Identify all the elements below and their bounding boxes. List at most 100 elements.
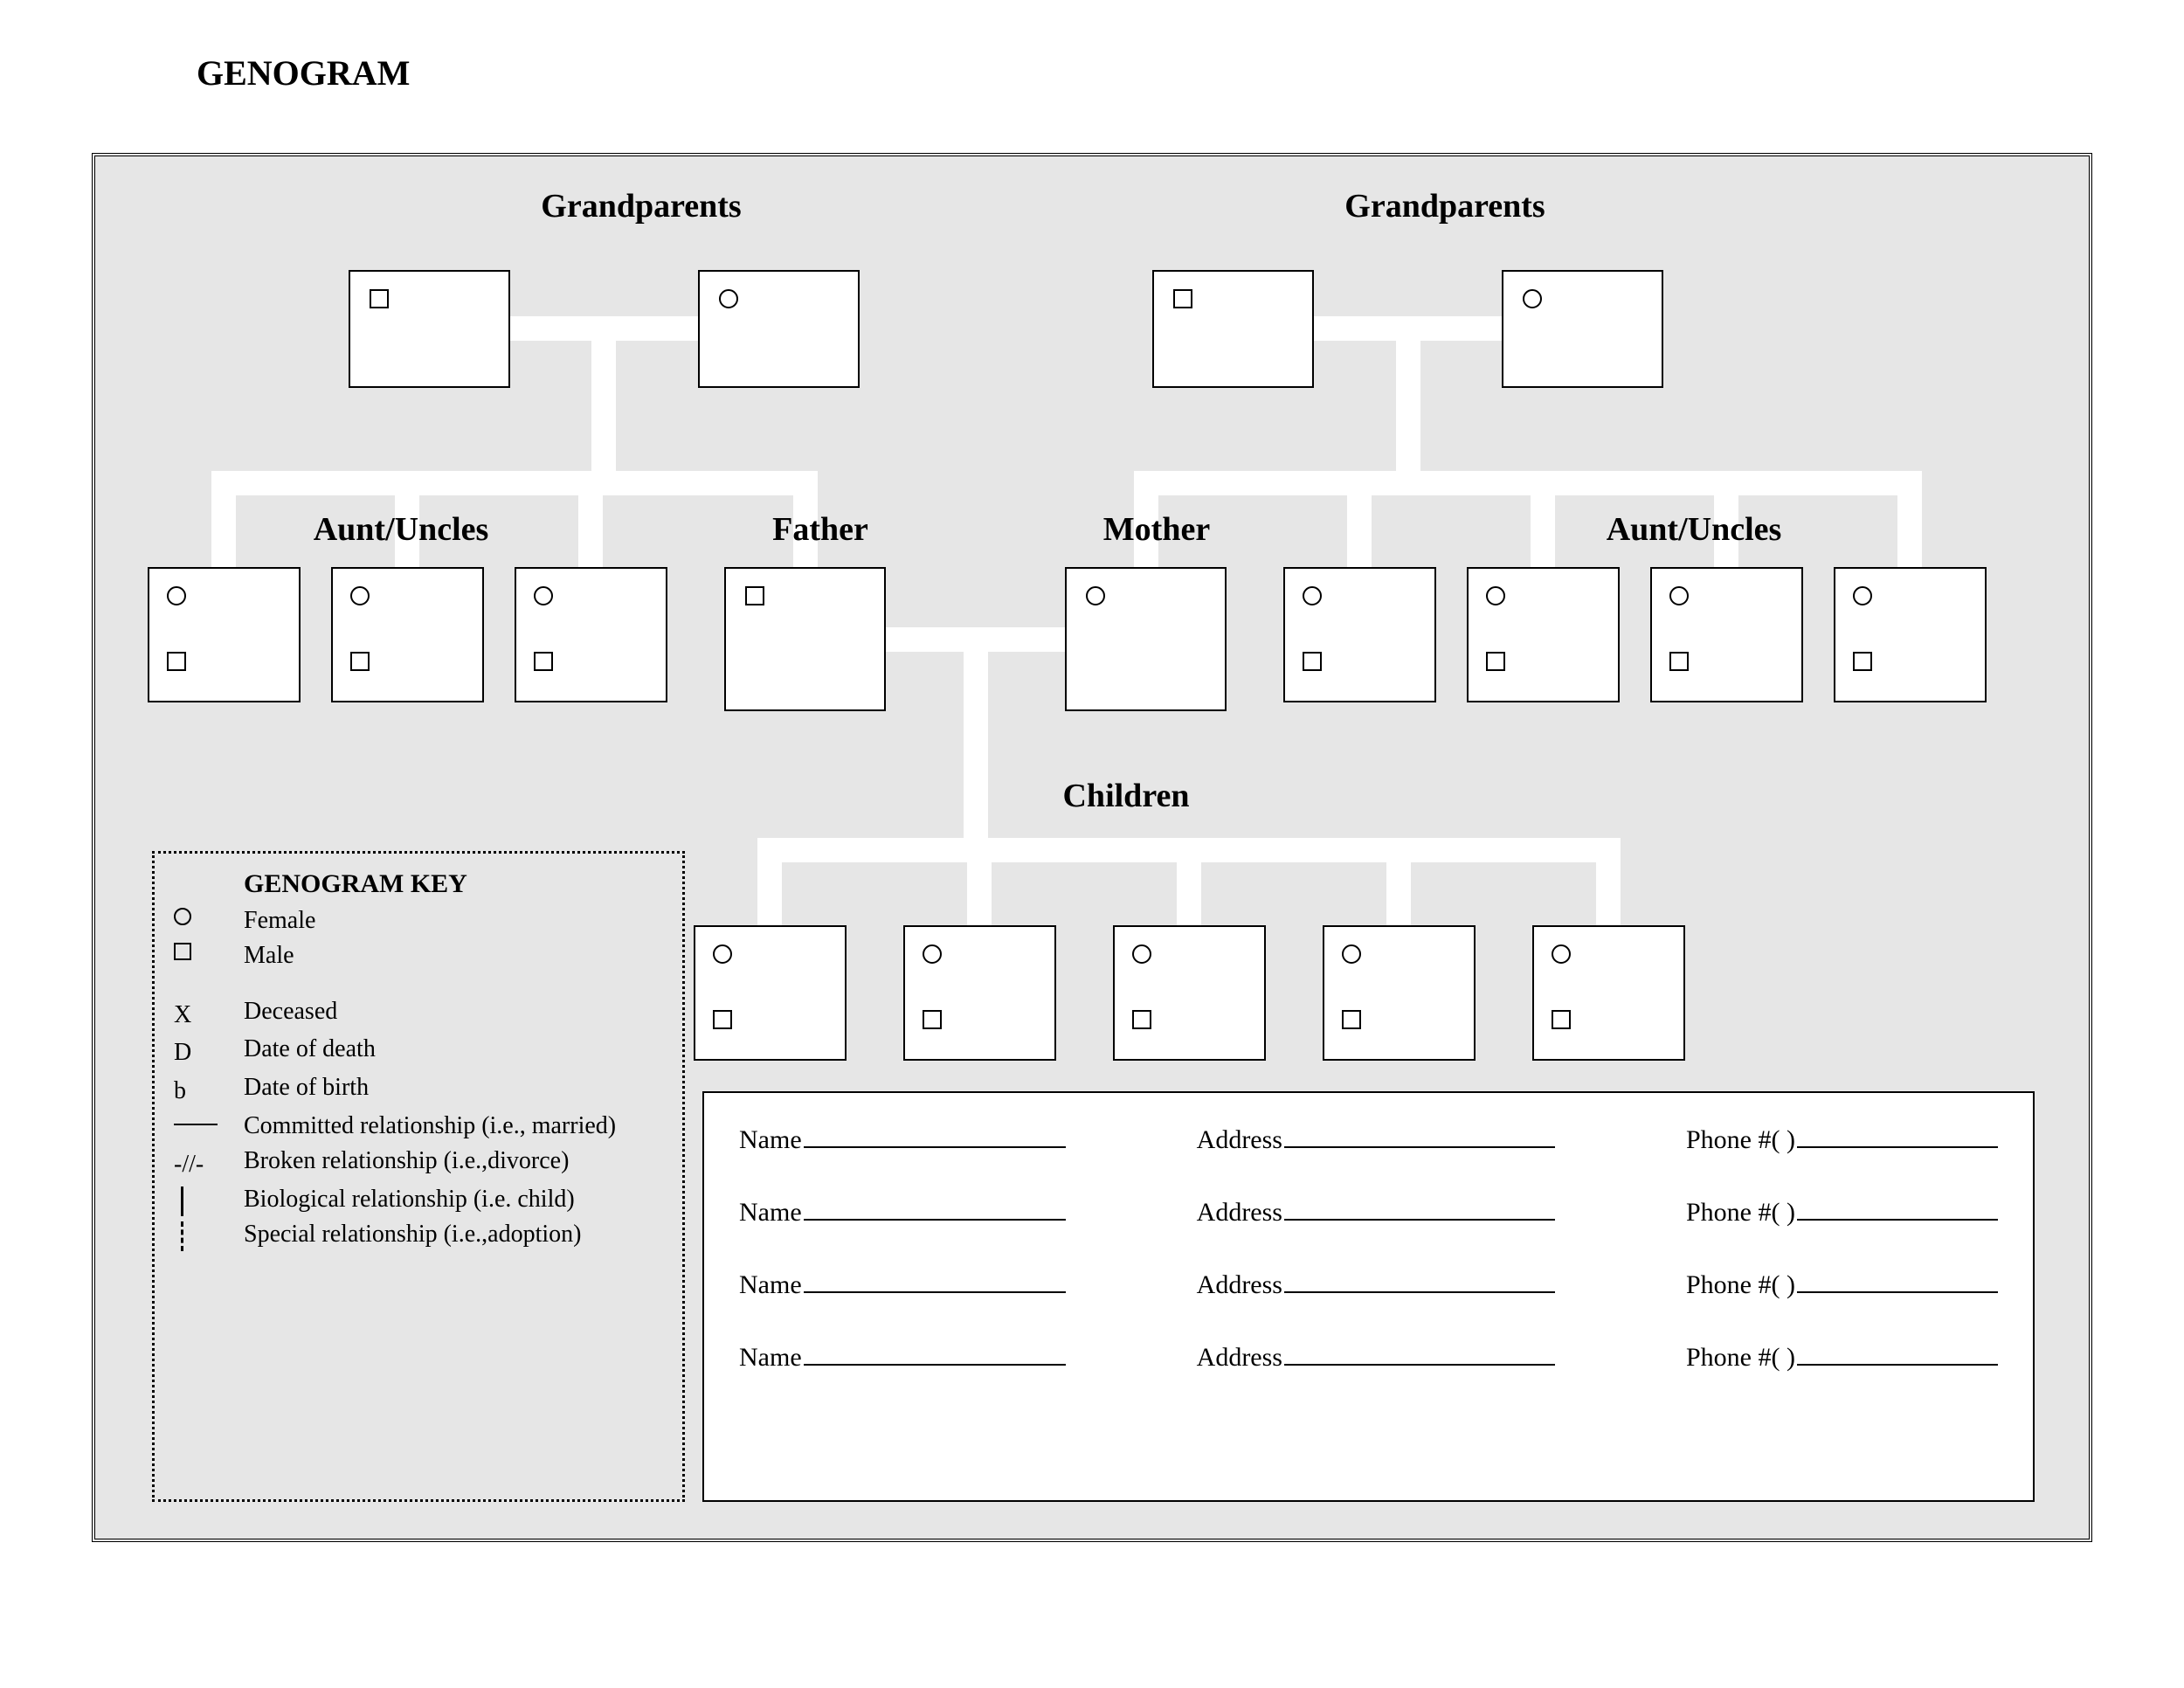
person-box-au_r3 [1650,567,1803,702]
person-box-ch4 [1323,925,1476,1061]
square-icon [923,1010,942,1029]
hline-icon [174,1124,218,1125]
field-phone: Phone #( ) [1686,1264,1998,1300]
circle-icon [923,944,942,964]
connector [591,316,616,495]
square-icon [534,652,553,671]
contact-info-box: Name Address Phone #( ) Name Address Phone #(… [702,1091,2035,1502]
square-icon [167,652,186,671]
person-box-ch3 [1113,925,1266,1061]
genogram-key: GENOGRAM KEY FemaleMale XDeceasedDDate of … [152,851,685,1502]
blank-line[interactable] [1797,1119,1998,1148]
blank-line[interactable] [804,1337,1066,1366]
field-name: Name [739,1337,1066,1373]
field-label: Name [739,1343,802,1373]
circle-icon [1523,289,1542,308]
contact-row: NameAddressPhone #( ) [739,1337,1998,1373]
blank-line[interactable] [1797,1264,1998,1293]
key-title: GENOGRAM KEY [244,869,663,899]
key-row: Male [174,939,663,972]
blank-line[interactable] [1284,1119,1555,1148]
connector [1596,838,1621,925]
contact-row: Name Address Phone #( ) [739,1264,1998,1300]
key-text: Biological relationship (i.e. child) [244,1183,663,1216]
person-box-gp_right_f [1502,270,1663,388]
square-icon [1173,289,1192,308]
connector [964,627,988,862]
square-icon [1303,652,1322,671]
key-symbol-char: D [174,1033,244,1069]
field-address: Address [1197,1119,1555,1155]
key-row: Special relationship (i.e.,adoption) [174,1218,663,1251]
key-row: Female [174,904,663,937]
circle-icon [719,289,738,308]
section-label-father: Father [772,510,868,549]
key-text: Date of birth [244,1071,663,1104]
square-icon [745,586,764,605]
circle-icon [534,586,553,605]
field-address: Address [1197,1264,1555,1300]
person-box-gp_left_f [698,270,860,388]
connector [1347,471,1372,567]
circle-icon [1853,586,1872,605]
circle-icon [1086,586,1105,605]
person-box-father [724,567,886,711]
square-icon [1486,652,1505,671]
field-label: Address [1197,1125,1282,1155]
connector [757,838,782,925]
field-phone: Phone #( ) [1686,1192,1998,1228]
field-label: Name [739,1270,802,1300]
contact-row: NameAddressPhone #( ) [739,1192,1998,1228]
key-row: -//-Broken relationship (i.e.,divorce) [174,1145,663,1181]
genogram-diagram: GrandparentsGrandparentsAunt/UnclesFathe… [95,156,2089,1539]
circle-icon [1486,586,1505,605]
field-phone: Phone #( ) [1686,1119,1998,1155]
blank-line[interactable] [1284,1192,1555,1221]
key-text: Female [244,904,663,937]
key-row: XDeceased [174,995,663,1032]
key-row [174,974,663,993]
connector [1531,471,1555,567]
person-box-au_l3 [515,567,667,702]
person-box-ch5 [1532,925,1685,1061]
person-box-ch2 [903,925,1056,1061]
key-text: Special relationship (i.e.,adoption) [244,1218,663,1251]
contact-row: NameAddressPhone #( ) [739,1119,1998,1155]
blank-line[interactable] [1284,1264,1555,1293]
field-label: Phone #( ) [1686,1125,1795,1155]
connector [211,471,236,567]
circle-icon [1132,944,1151,964]
section-label-grandparents_right: Grandparents [1344,187,1545,225]
square-icon [174,943,191,960]
field-address: Address [1197,1192,1555,1228]
key-text: Committed relationship (i.e., married) [244,1110,663,1143]
key-row: DDate of death [174,1033,663,1069]
key-text: Male [244,939,663,972]
square-icon [1853,652,1872,671]
square-icon [713,1010,732,1029]
square-icon [1342,1010,1361,1029]
field-name: Name [739,1264,1066,1300]
blank-line[interactable] [804,1264,1066,1293]
blank-line[interactable] [1284,1337,1555,1366]
key-symbol-char: -//- [174,1145,244,1181]
page-title: GENOGRAM [197,52,410,93]
blank-line[interactable] [1797,1337,1998,1366]
key-row: bDate of birth [174,1071,663,1108]
circle-icon [350,586,370,605]
square-icon [1669,652,1689,671]
field-label: Address [1197,1198,1282,1228]
person-box-au_l2 [331,567,484,702]
connector [1386,838,1411,925]
field-label: Address [1197,1343,1282,1373]
genogram-frame: GrandparentsGrandparentsAunt/UnclesFathe… [92,153,2092,1542]
key-text: Broken relationship (i.e.,divorce) [244,1145,663,1178]
circle-icon [167,586,186,605]
blank-line[interactable] [804,1119,1066,1148]
person-box-au_l1 [148,567,301,702]
field-label: Phone #( ) [1686,1198,1795,1228]
section-label-mother: Mother [1103,510,1210,549]
blank-line[interactable] [1797,1192,1998,1221]
person-box-gp_right_m [1152,270,1314,388]
blank-line[interactable] [804,1192,1066,1221]
